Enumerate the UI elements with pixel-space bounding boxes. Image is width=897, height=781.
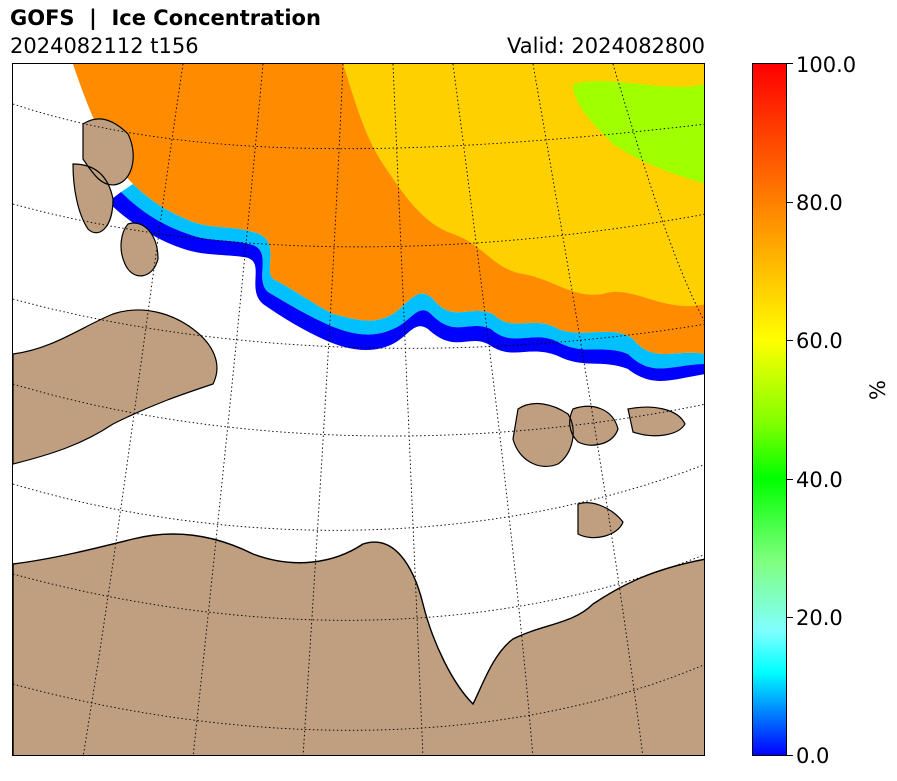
colorbar-tick-label: 0.0 — [796, 744, 830, 768]
colorbar-tick — [787, 202, 793, 203]
run-time-label: 2024082112 t156 — [10, 34, 199, 58]
land-southwest — [13, 309, 218, 465]
chart-title: GOFS | Ice Concentration — [10, 6, 321, 30]
ice-concentration-map — [12, 63, 705, 756]
colorbar-tick — [787, 617, 793, 618]
colorbar-tick-label: 80.0 — [796, 191, 843, 215]
valid-time-label: Valid: 2024082800 — [507, 34, 705, 58]
colorbar-tick — [787, 479, 793, 480]
colorbar-tick-label: 60.0 — [796, 329, 843, 353]
land-northwest-islands — [72, 118, 159, 277]
colorbar-tick — [787, 755, 793, 756]
map-graticule — [13, 64, 704, 755]
land-siberia — [13, 533, 704, 755]
colorbar-tick-label: 100.0 — [796, 53, 857, 77]
sea-ice-green-patches — [573, 81, 704, 184]
colorbar-tick — [787, 340, 793, 341]
map-canvas — [13, 64, 704, 755]
colorbar-unit-label: % — [866, 380, 890, 400]
colorbar-tick-label: 40.0 — [796, 468, 843, 492]
colorbar — [752, 63, 787, 756]
colorbar-tick — [787, 63, 793, 64]
colorbar-tick-label: 20.0 — [796, 606, 843, 630]
land-new-siberian-islands — [512, 402, 686, 539]
